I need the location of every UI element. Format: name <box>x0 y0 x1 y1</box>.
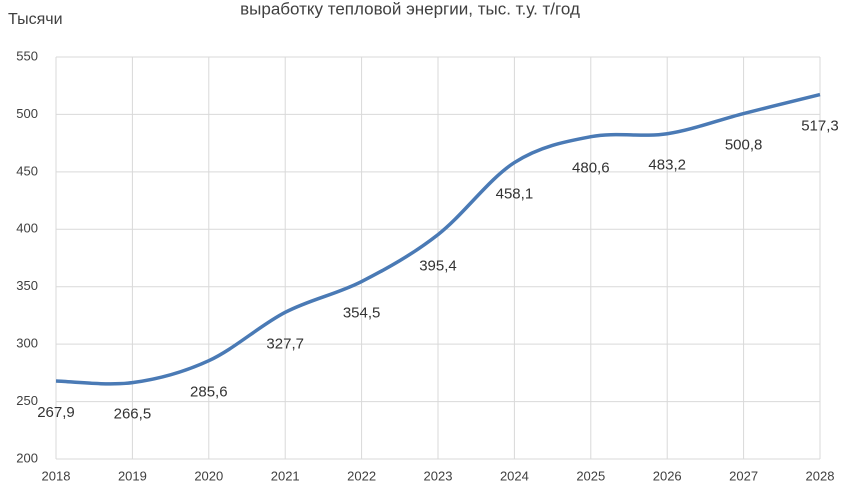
x-tick-label: 2019 <box>118 468 147 483</box>
y-tick-label: 250 <box>16 393 38 408</box>
x-tick-label: 2028 <box>806 468 835 483</box>
data-label: 285,6 <box>190 384 228 401</box>
y-tick-label: 200 <box>16 450 38 465</box>
data-label: 327,7 <box>266 335 304 352</box>
data-label: 517,3 <box>801 118 839 135</box>
data-label: 483,2 <box>648 157 686 174</box>
x-tick-label: 2023 <box>424 468 453 483</box>
x-tick-label: 2026 <box>653 468 682 483</box>
data-label: 500,8 <box>725 136 763 153</box>
x-tick-label: 2021 <box>271 468 300 483</box>
y-tick-label: 450 <box>16 163 38 178</box>
data-label: 480,6 <box>572 160 610 177</box>
x-tick-label: 2022 <box>347 468 376 483</box>
x-tick-label: 2024 <box>500 468 529 483</box>
data-label: 458,1 <box>496 186 534 203</box>
x-tick-label: 2020 <box>194 468 223 483</box>
data-label: 354,5 <box>343 305 381 322</box>
y-axis-label: Тысячи <box>8 11 63 28</box>
y-tick-label: 350 <box>16 278 38 293</box>
y-tick-label: 400 <box>16 221 38 236</box>
chart-title: выработку тепловой энергии, тыс. т.у. т/… <box>240 0 580 18</box>
line <box>55 92 821 386</box>
data-label: 267,9 <box>37 404 75 421</box>
x-tick-label: 2027 <box>729 468 758 483</box>
x-tick-label: 2025 <box>576 468 605 483</box>
y-tick-label: 300 <box>16 336 38 351</box>
data-label: 266,5 <box>114 406 152 423</box>
data-label: 395,4 <box>419 258 457 275</box>
y-tick-label: 550 <box>16 48 38 63</box>
x-tick-label: 2018 <box>42 468 71 483</box>
y-tick-label: 500 <box>16 106 38 121</box>
